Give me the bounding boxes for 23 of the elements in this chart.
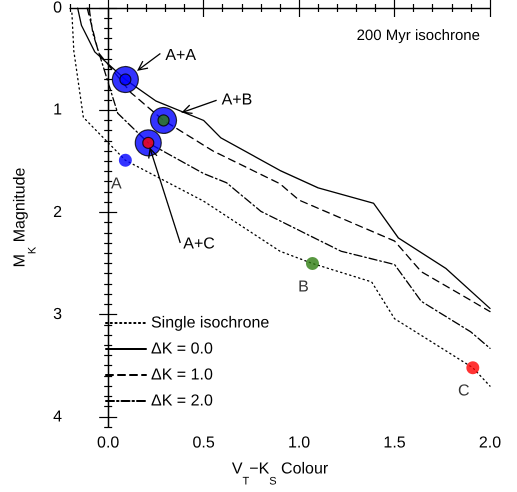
x-tick-label: 1.5 [383, 434, 406, 452]
y-tick-label: 3 [53, 306, 62, 324]
legend-label: ΔK = 0.0 [151, 340, 213, 358]
x-tick-label: 2.0 [478, 434, 502, 452]
y-tick-label: 4 [53, 408, 62, 426]
annotation: A+B [222, 92, 252, 109]
x-tick-label: 0.0 [97, 434, 120, 452]
y-tick-label: 2 [53, 204, 62, 221]
data-label: C [458, 382, 470, 400]
legend-label: ΔK = 1.0 [151, 366, 213, 384]
data-label: B [298, 278, 309, 296]
legend-label: ΔK = 2.0 [151, 392, 213, 410]
annotation: A+C [183, 235, 215, 252]
annotation: 200 Myr isochrone [356, 27, 480, 44]
x-tick-label: 1.0 [288, 434, 310, 452]
y-tick-label: 0 [53, 0, 62, 16]
x-tick-label: 0.5 [192, 434, 215, 452]
annotation: A+A [165, 47, 196, 64]
x-axis-title: VT−KS Colour [232, 460, 329, 488]
y-tick-label: 1 [53, 102, 62, 119]
data-label: A [111, 175, 122, 192]
y-axis-title: MK Magnitude [12, 167, 38, 268]
legend-label: Single isochrone [151, 314, 270, 332]
